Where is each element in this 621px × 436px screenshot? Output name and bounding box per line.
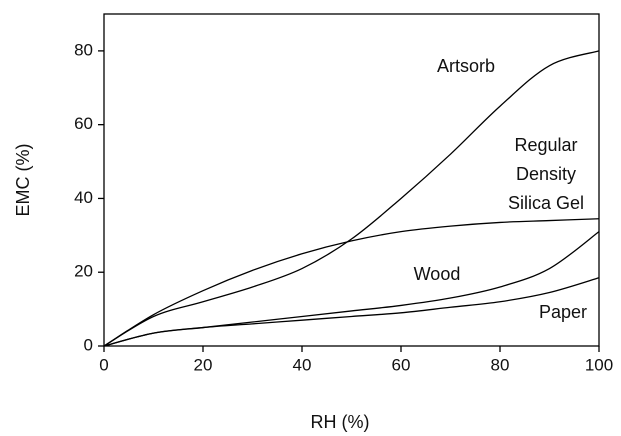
x-tick-label: 0 [99,355,108,374]
x-tick-label: 80 [491,355,510,374]
x-tick-label: 20 [194,355,213,374]
y-tick-label: 80 [74,40,93,59]
series-line [103,218,600,347]
series-label: Wood [414,264,461,284]
series-label: Paper [539,302,587,322]
y-tick-label: 60 [74,114,93,133]
y-tick-label: 40 [74,188,93,207]
series-label: Silica Gel [508,193,584,213]
series-label: Regular [514,135,577,155]
x-tick-label: 60 [392,355,411,374]
y-axis-title: EMC (%) [13,144,33,217]
series-line [103,231,600,347]
series-label: Artsorb [437,56,495,76]
y-tick-label: 20 [74,262,93,281]
series-label: Density [516,164,576,184]
plot-frame [103,13,600,347]
series-line [103,277,600,347]
x-axis-title: RH (%) [311,412,370,432]
x-tick-label: 40 [293,355,312,374]
x-tick-label: 100 [585,355,613,374]
y-tick-label: 0 [84,335,93,354]
series-line [103,50,600,347]
